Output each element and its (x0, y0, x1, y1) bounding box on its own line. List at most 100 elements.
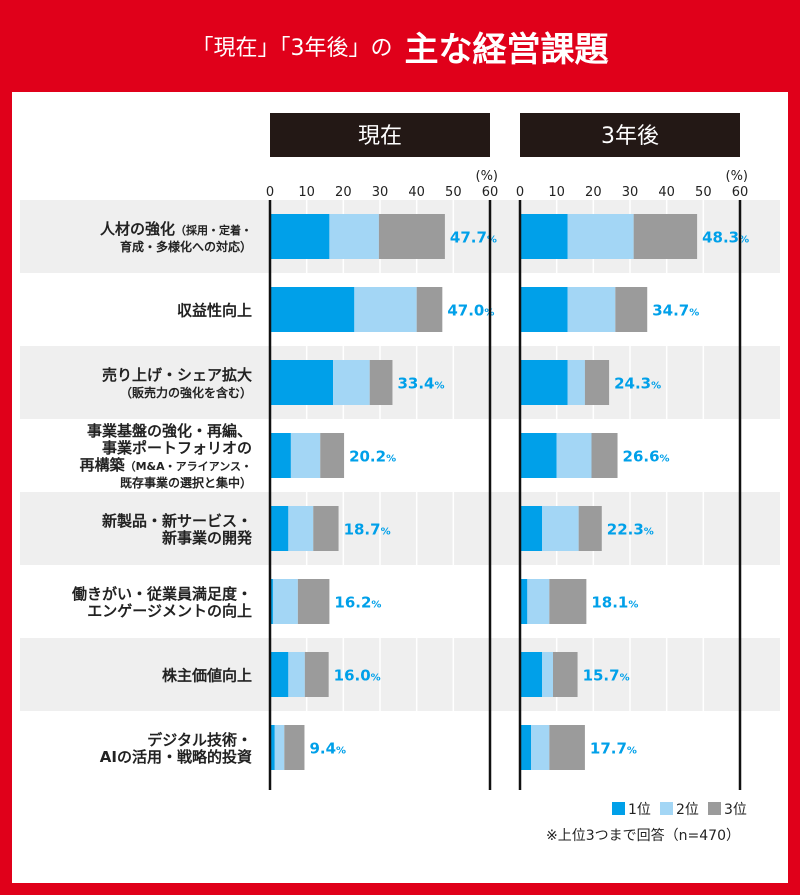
bar-segment-1位 (520, 214, 568, 259)
category-label: 再構築（M&A・アライアンス・ (80, 456, 252, 474)
bar-segment-2位 (329, 214, 379, 259)
bar-segment-1位 (270, 360, 334, 405)
bar-total-unit: % (628, 600, 638, 611)
axis-unit: (%) (476, 169, 499, 184)
tick-label: 40 (658, 185, 675, 200)
bar-segment-3位 (549, 725, 585, 770)
tick-label: 60 (732, 185, 749, 200)
category-label: エンゲージメントの向上 (87, 602, 252, 620)
bar-segment-1位 (520, 506, 542, 551)
bar-total-label: 24.3% (614, 375, 661, 393)
bar-total-unit: % (371, 600, 381, 611)
bar-segment-2位 (333, 360, 370, 405)
bar-total-value: 24.3 (614, 375, 651, 393)
bar-total-value: 20.2 (349, 448, 386, 466)
bar-segment-2位 (567, 287, 616, 332)
tick-label: 0 (266, 185, 274, 200)
bar-total-value: 26.6 (623, 448, 660, 466)
category-label-main: 再構築 (80, 456, 126, 474)
category-label-main: 事業ポートフォリオの (102, 439, 252, 457)
tick-label: 30 (372, 185, 389, 200)
row-band (20, 638, 780, 711)
bar-segment-1位 (520, 579, 528, 624)
bar-segment-1位 (270, 506, 289, 551)
chart-header: 「現在」「3年後」の 主な経営課題 (0, 0, 800, 92)
bar-segment-3位 (304, 652, 329, 697)
category-label: 育成・多様化への対応） (120, 239, 252, 254)
bar-total-unit: % (660, 454, 670, 465)
bar-total-label: 17.7% (590, 740, 637, 758)
category-label-note: （M&A・アライアンス・ (125, 460, 252, 473)
bar-segment-3位 (369, 360, 393, 405)
bar-total-label: 34.7% (652, 302, 699, 320)
bar-segment-3位 (378, 214, 445, 259)
category-label-main: 収益性向上 (177, 302, 252, 320)
bar-segment-1位 (270, 214, 330, 259)
category-label: 事業ポートフォリオの (102, 439, 252, 457)
footnote: ※上位3つまで回答（n=470） (546, 827, 740, 844)
bar-total-unit: % (651, 381, 661, 392)
panel-title: 3年後 (601, 124, 659, 149)
category-label-main: 働きがい・従業員満足度・ (71, 585, 252, 603)
bar-segment-2位 (290, 433, 321, 478)
bar-total-label: 48.3% (702, 229, 749, 247)
bar-total-unit: % (689, 308, 699, 319)
category-label: 事業基盤の強化・再編、 (87, 422, 252, 440)
legend-label: 2位 (676, 802, 699, 818)
bar-total-unit: % (739, 235, 749, 246)
bar-segment-2位 (556, 433, 592, 478)
tick-label: 0 (516, 185, 524, 200)
bar-total-value: 17.7 (590, 740, 627, 758)
tick-label: 30 (622, 185, 639, 200)
bar-total-label: 16.2% (334, 594, 381, 612)
bar-segment-3位 (416, 287, 443, 332)
bar-total-unit: % (487, 235, 497, 246)
tick-label: 50 (695, 185, 712, 200)
bar-segment-1位 (520, 652, 542, 697)
bar-total-value: 9.4 (309, 740, 336, 758)
bar-total-label: 18.7% (344, 521, 391, 539)
bar-total-label: 22.3% (607, 521, 654, 539)
bar-segment-1位 (520, 360, 568, 405)
chart-title: 主な経営課題 (404, 29, 609, 70)
bar-total-value: 16.0 (334, 667, 371, 685)
category-label: AIの活用・戦略的投資 (100, 748, 252, 766)
category-label: （販売力の強化を含む） (120, 385, 252, 400)
category-label: 収益性向上 (177, 302, 252, 320)
panel-title-box (270, 113, 490, 157)
legend-swatch (708, 802, 721, 815)
bar-segment-2位 (354, 287, 417, 332)
legend-swatch (660, 802, 673, 815)
bar-total-unit: % (371, 673, 381, 684)
category-label-main: 事業基盤の強化・再編、 (87, 422, 252, 440)
category-label-main: 新製品・新サービス・ (102, 512, 252, 530)
legend-label: 3位 (724, 802, 747, 818)
category-label: デジタル技術・ (147, 731, 252, 749)
bar-total-unit: % (627, 746, 637, 757)
bar-total-label: 26.6% (623, 448, 670, 466)
category-label-main: デジタル技術・ (147, 731, 252, 749)
tick-label: 50 (445, 185, 462, 200)
chart-subtitle: 「現在」「3年後」の (191, 36, 393, 61)
bar-total-label: 20.2% (349, 448, 396, 466)
bar-segment-1位 (270, 579, 273, 624)
bar-total-label: 18.1% (591, 594, 638, 612)
bar-segment-3位 (584, 360, 610, 405)
bar-segment-2位 (531, 725, 550, 770)
panel-title: 現在 (358, 124, 402, 149)
category-label: 株主価値向上 (162, 667, 252, 685)
bar-segment-1位 (520, 725, 531, 770)
bar-segment-1位 (520, 433, 557, 478)
bar-segment-3位 (591, 433, 618, 478)
panel-title-box (520, 113, 740, 157)
bar-segment-2位 (272, 579, 298, 624)
bar-segment-3位 (633, 214, 698, 259)
bar-total-value: 48.3 (702, 229, 739, 247)
category-label: 売り上げ・シェア拡大 (102, 366, 252, 384)
category-label-main: エンゲージメントの向上 (87, 602, 252, 620)
bar-segment-3位 (549, 579, 587, 624)
bar-total-value: 18.1 (591, 594, 628, 612)
tick-label: 60 (482, 185, 499, 200)
axis-unit: (%) (726, 169, 749, 184)
category-label: 働きがい・従業員満足度・ (71, 585, 252, 603)
